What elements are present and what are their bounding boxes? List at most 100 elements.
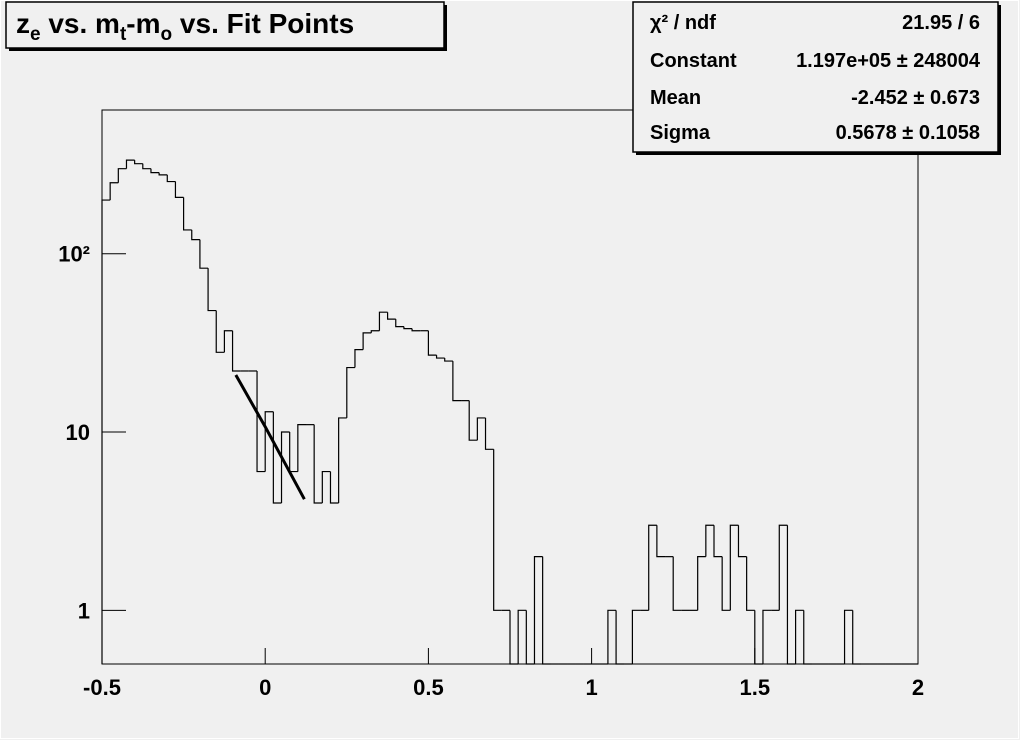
histogram-bin [150, 168, 160, 174]
histogram-bin [215, 310, 225, 353]
histogram-bin [387, 312, 396, 320]
stats-value: 1.197e+05 ± 248004 [796, 50, 981, 72]
histogram-bin [786, 525, 796, 665]
histogram-bin [403, 326, 413, 330]
histogram-bin [329, 471, 339, 504]
title-text: vs. Fit Points [172, 8, 354, 39]
histogram-bin [754, 610, 763, 665]
histogram-bin [411, 328, 421, 332]
histogram-bin [321, 470, 331, 503]
histogram-bin [778, 524, 788, 611]
histogram-bin [493, 449, 502, 611]
x-tick-label: 1.5 [740, 675, 771, 700]
histogram-bin [134, 160, 143, 165]
histogram-bin [158, 172, 168, 176]
histogram-bin [697, 556, 706, 611]
histogram-bin [542, 556, 551, 665]
y-tick-label: 10 [66, 420, 90, 445]
histogram-bin [656, 525, 666, 558]
x-tick-label: 1 [585, 675, 597, 700]
stats-label: Mean [650, 87, 701, 109]
histogram-bin [256, 370, 266, 473]
histogram-bin [648, 524, 657, 611]
histogram-bin [484, 417, 494, 450]
histogram-bin [223, 330, 233, 353]
histogram-bin [509, 610, 519, 665]
stats-label: χ² / ndf [650, 12, 716, 34]
histogram-bin [280, 431, 290, 503]
histogram-bin [452, 361, 462, 402]
title-text: -m [126, 8, 160, 39]
histogram-bin [729, 524, 739, 611]
stats-value: 0.5678 ± 0.1058 [836, 122, 980, 144]
frame [101, 109, 919, 665]
stats-value: -2.452 ± 0.673 [851, 87, 980, 109]
histogram-bin [183, 197, 192, 231]
histogram-bin [672, 556, 682, 611]
histogram-bin [109, 182, 119, 201]
stats-value: 21.95 / 6 [902, 12, 980, 34]
histogram-bin [191, 229, 200, 241]
stats-box [632, 1, 999, 153]
histogram-bin [264, 411, 274, 472]
histogram-bin [370, 330, 380, 333]
title-subscript: e [30, 24, 41, 45]
histogram-bin [174, 181, 184, 199]
x-tick-label: 0 [259, 675, 271, 700]
stats: χ² / ndf 21.95 / 6 Constant 1.197e+05 ± 248… [650, 12, 981, 144]
histogram-bin [313, 424, 323, 504]
histogram-bin [631, 609, 641, 664]
y-tick-label: 1 [78, 598, 90, 623]
histogram-bin [468, 400, 478, 441]
histogram-bin [737, 525, 747, 558]
title-text: vs. m [41, 8, 120, 39]
histogram-bin [435, 355, 445, 359]
histogram-bin [746, 556, 755, 611]
histogram-bin [762, 609, 772, 664]
histogram-bin [803, 610, 812, 665]
fit-line [234, 374, 306, 500]
title-subscript: t [120, 24, 127, 45]
histogram-bin [533, 556, 543, 664]
histogram-bin [721, 556, 731, 611]
x-tick-label: 0.5 [413, 675, 444, 700]
histogram-bin [346, 366, 355, 418]
histogram-bin [607, 609, 617, 664]
histogram-bin [843, 609, 853, 664]
histogram-bin [142, 163, 151, 170]
histogram-bin [395, 319, 404, 328]
stats-label: Sigma [650, 122, 711, 144]
histogram-bin [713, 525, 723, 558]
histogram-bin [427, 330, 437, 356]
histogram-bin [795, 609, 804, 664]
histogram-bin [362, 332, 372, 350]
histogram-bin [378, 311, 388, 331]
histogram-bin [525, 610, 535, 665]
title-text: z [16, 8, 30, 39]
x-tick-label: -0.5 [83, 675, 121, 700]
histogram-bin [338, 417, 347, 503]
histogram-bin [852, 610, 861, 665]
histogram-bin [207, 268, 217, 312]
histogram-bin [101, 199, 111, 664]
histogram-bin [199, 239, 209, 269]
stats-label: Constant [650, 50, 737, 72]
histogram-bin [125, 159, 135, 169]
chart-title: ze vs. mt-mo vs. Fit Points [16, 8, 354, 45]
y-tick-label: 10² [58, 242, 90, 267]
x-tick-label: 2 [912, 675, 924, 700]
histogram-bin [444, 358, 453, 362]
histogram-bin [297, 424, 306, 472]
title-box [5, 1, 445, 49]
histogram-bin [705, 524, 714, 557]
plot: -0.5 0 0.5 1 1.5 2 1 10 10² [58, 159, 924, 700]
histogram-bin [117, 168, 127, 183]
title-subscript: o [161, 24, 173, 45]
histogram-bin [476, 417, 486, 441]
histogram-bin [615, 610, 625, 665]
histogram-bin [517, 609, 527, 664]
histogram-bin [354, 348, 364, 368]
histogram-bin [231, 330, 241, 372]
histogram-bin [166, 174, 176, 183]
